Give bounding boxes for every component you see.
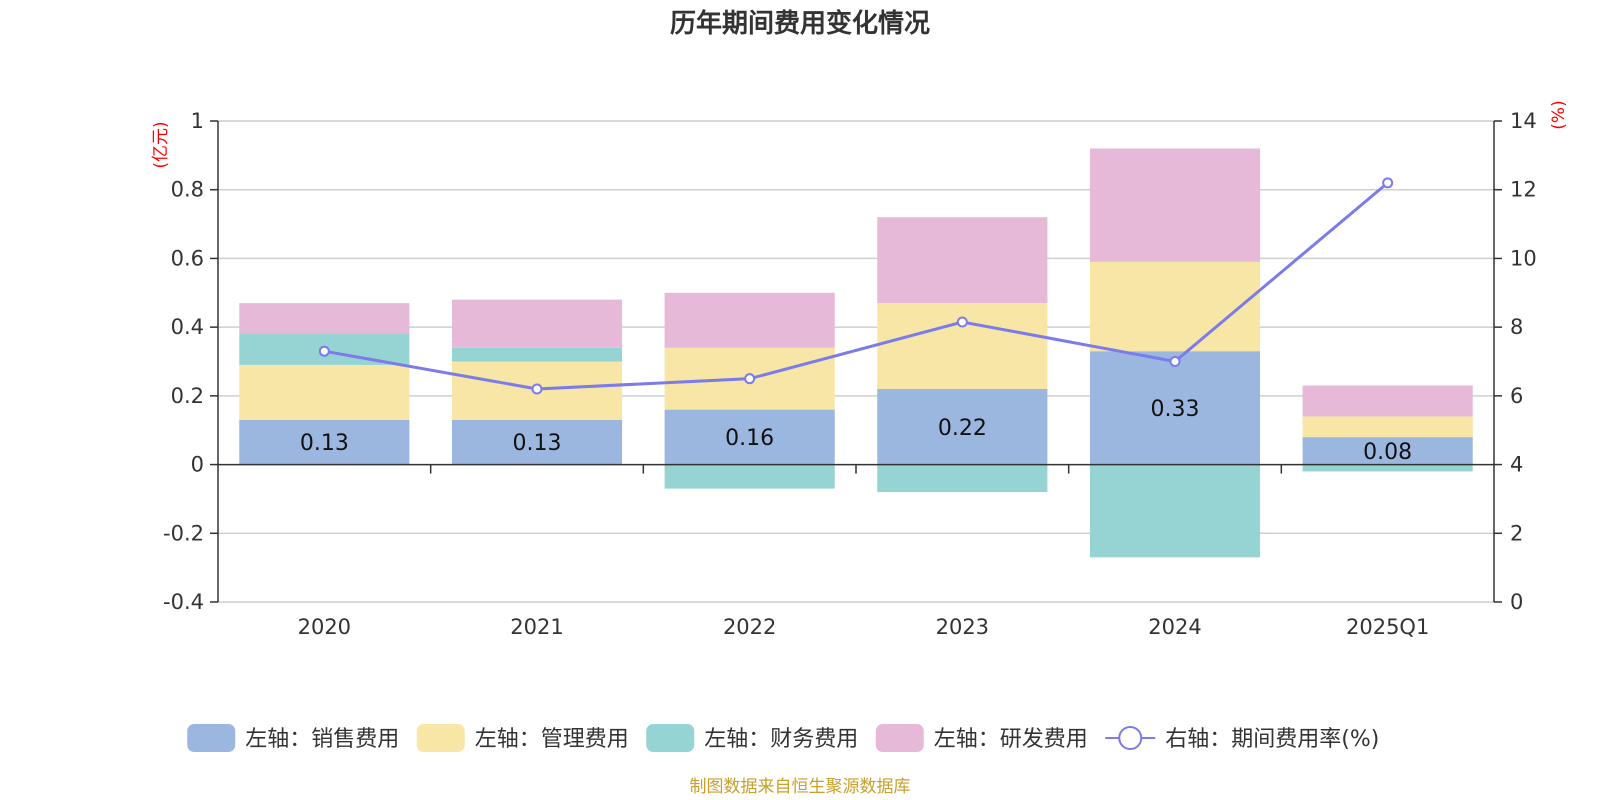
- bar-value-label: 0.16: [725, 426, 774, 451]
- category-label: 2022: [723, 615, 776, 639]
- legend-item-admin: 左轴：管理费用: [416, 724, 629, 752]
- legend-item-finance: 左轴：财务费用: [646, 724, 858, 752]
- gridlines: [218, 120, 1494, 603]
- right-tick-label: 6: [1510, 384, 1523, 408]
- legend-label: 左轴：销售费用: [245, 727, 399, 752]
- bar-sales: [1302, 437, 1473, 465]
- rate-point: [1382, 177, 1394, 189]
- category-label: 2021: [510, 615, 563, 639]
- right-tick-label: 0: [1510, 590, 1523, 614]
- bar-rnd: [1089, 148, 1261, 262]
- bar-series: [239, 148, 1473, 558]
- chart-title: 历年期间费用变化情况: [670, 8, 930, 39]
- bar-value-labels: 0.13 0.13 0.16 0.22 0.33 0.08: [300, 397, 1412, 465]
- bar-finance: [664, 464, 835, 489]
- right-tick-label: 10: [1510, 246, 1537, 270]
- legend-item-rate: 右轴：期间费用率(%): [1105, 726, 1379, 752]
- category-label: 2020: [298, 615, 351, 639]
- legend-marker: [1118, 726, 1143, 750]
- rate-point: [318, 345, 330, 357]
- left-tick-label: 0.6: [171, 246, 204, 270]
- bar-sales: [239, 419, 410, 465]
- rate-line-path: [324, 181, 1389, 391]
- category-label: 2023: [936, 615, 989, 639]
- rate-line: [318, 177, 1394, 395]
- category-label: 2025Q1: [1346, 615, 1429, 639]
- legend-item-sales: 左轴：销售费用: [187, 724, 399, 752]
- legend-item-rnd: 左轴：研发费用: [875, 724, 1088, 752]
- legend-label: 左轴：研发费用: [934, 727, 1088, 752]
- legend: 左轴：销售费用 左轴：管理费用 左轴：财务费用 左轴：研发费用 右轴：期间费用率(%): [187, 724, 1379, 752]
- bar-admin: [239, 364, 410, 420]
- bar-rnd: [451, 299, 623, 348]
- bar-value-label: 0.13: [300, 431, 349, 456]
- bar-rnd: [877, 217, 1048, 304]
- source-note: 制图数据来自恒生聚源数据库: [690, 777, 911, 797]
- right-tick-label: 2: [1510, 521, 1523, 545]
- bar-value-label: 0.33: [1151, 397, 1200, 422]
- left-axis-unit: (亿元): [151, 121, 171, 168]
- bar-rnd: [1302, 385, 1473, 417]
- bar-finance: [1302, 464, 1473, 472]
- rate-point: [744, 373, 756, 385]
- right-axis-unit: (%): [1549, 100, 1569, 129]
- bar-value-label: 0.08: [1363, 440, 1412, 465]
- bar-finance: [1089, 464, 1261, 558]
- bar-sales: [451, 419, 623, 465]
- bar-rnd: [664, 292, 835, 348]
- rate-point: [1169, 356, 1181, 367]
- left-tick-label: 0: [191, 453, 204, 477]
- right-tick-label: 14: [1510, 109, 1537, 133]
- left-tick-label: 1: [191, 109, 204, 133]
- bar-finance: [451, 347, 623, 362]
- legend-swatch: [646, 724, 695, 752]
- left-tick-label: 0.2: [171, 384, 204, 408]
- rate-point: [956, 316, 968, 328]
- legend-swatch: [875, 724, 924, 752]
- legend-label: 右轴：期间费用率(%): [1165, 727, 1379, 752]
- category-label: 2024: [1148, 615, 1201, 639]
- bar-sales: [1089, 351, 1261, 465]
- bar-admin: [877, 303, 1048, 389]
- left-tick-label: -0.2: [163, 521, 204, 545]
- legend-label: 左轴：管理费用: [475, 727, 629, 752]
- legend-swatch: [416, 724, 465, 752]
- legend-swatch: [187, 724, 236, 752]
- left-tick-label: 0.8: [171, 178, 204, 202]
- legend-label: 左轴：财务费用: [704, 727, 858, 752]
- right-tick-label: 12: [1510, 178, 1537, 202]
- bar-admin: [1089, 261, 1261, 352]
- bar-value-label: 0.13: [513, 431, 562, 456]
- left-tick-label: 0.4: [171, 315, 204, 339]
- bar-value-label: 0.22: [938, 416, 987, 441]
- bar-finance: [877, 464, 1048, 493]
- right-tick-label: 4: [1510, 453, 1523, 477]
- rate-point: [531, 383, 543, 395]
- left-tick-label: -0.4: [163, 590, 204, 614]
- bar-rnd: [239, 303, 410, 335]
- bar-sales: [877, 388, 1048, 465]
- bar-admin: [1302, 416, 1473, 438]
- right-tick-label: 8: [1510, 315, 1523, 339]
- bar-sales: [664, 409, 835, 465]
